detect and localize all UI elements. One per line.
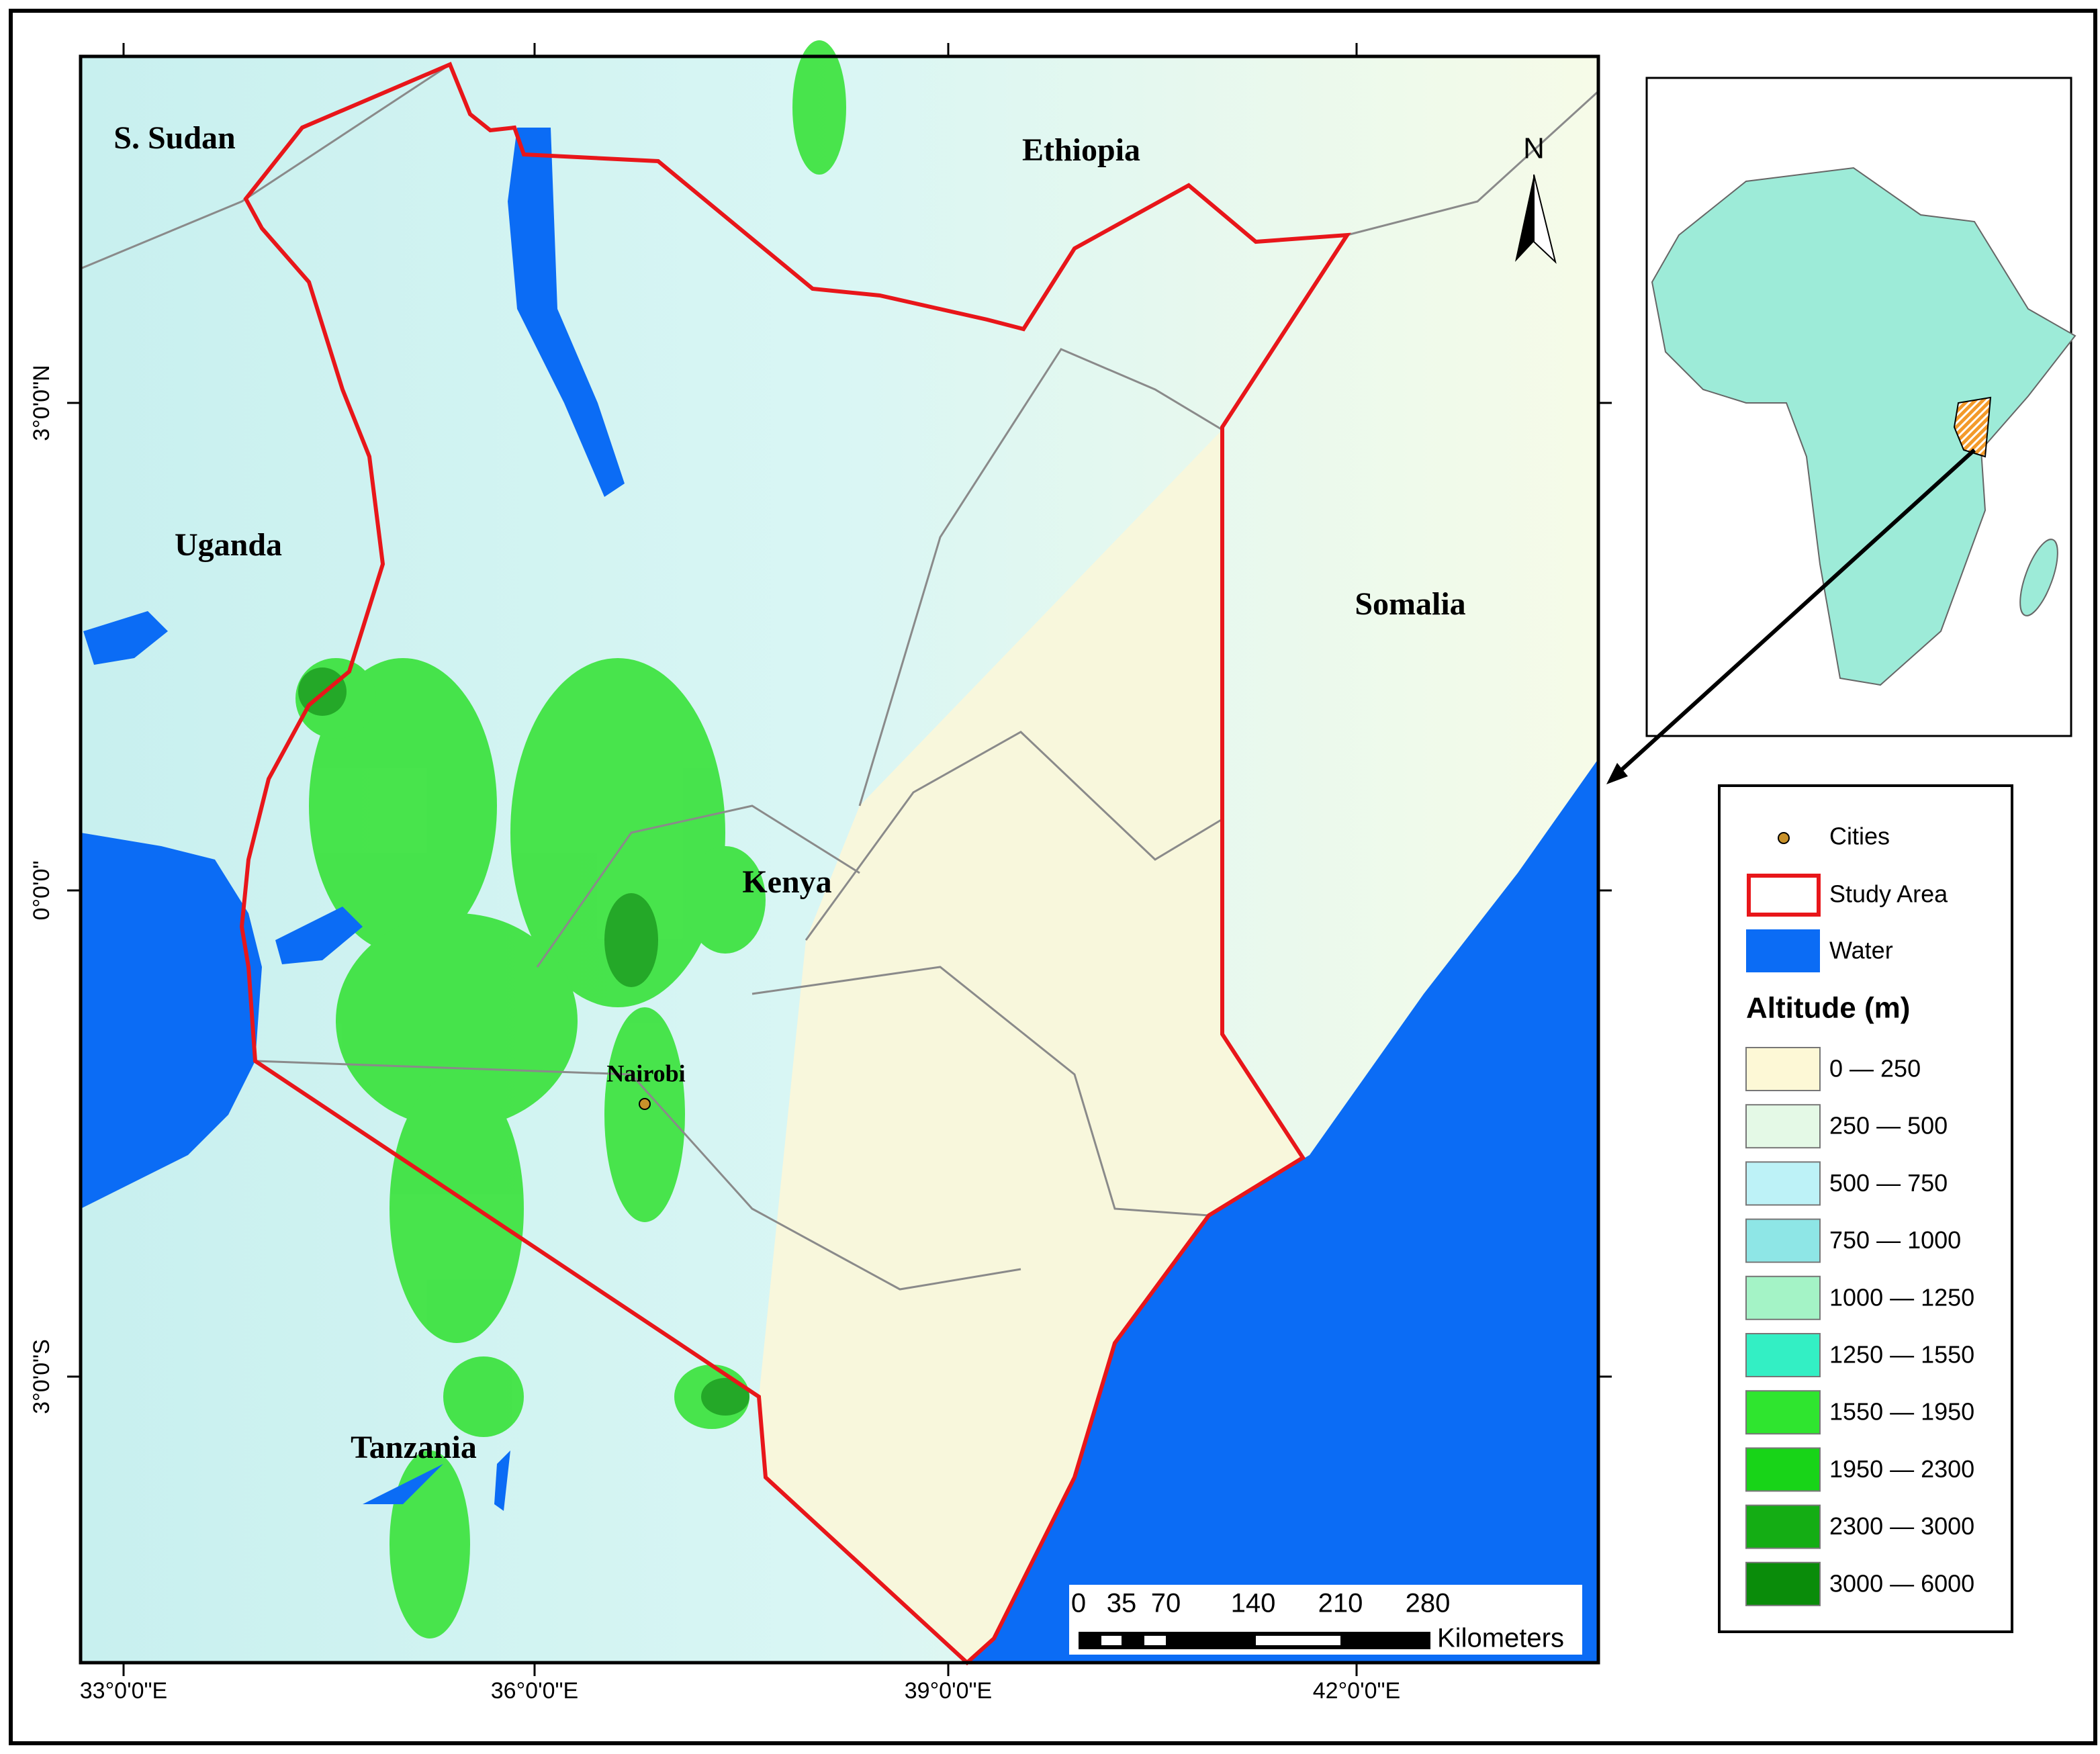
inset-arrow-head (1606, 763, 1628, 784)
legend-label: 2300 — 3000 (1829, 1512, 1974, 1540)
lowland (759, 430, 1303, 1663)
city-label: Nairobi (606, 1060, 685, 1087)
legend-label: 1250 — 1550 (1829, 1341, 1974, 1369)
legend-water-symbol (1746, 929, 1820, 972)
scale-label: 210 (1318, 1589, 1363, 1618)
study-area-boundary (239, 62, 1351, 1666)
legend-label: 750 — 1000 (1829, 1226, 1961, 1254)
latitude-label: 0°0'0" (29, 861, 54, 921)
legend-swatch (1745, 1104, 1821, 1149)
legend-title: Altitude (m) (1746, 992, 1910, 1025)
legend-label: 500 — 750 (1829, 1169, 1948, 1197)
inset-arrow (1612, 448, 1976, 778)
legend-swatch (1745, 1561, 1821, 1606)
scale-label: 70 (1151, 1589, 1181, 1618)
water (81, 128, 1598, 1663)
africa-outline (1651, 167, 2076, 686)
map-layout: N S. Sudan Ethiopia Uganda Somalia Kenya… (9, 9, 2097, 1745)
legend-swatch (1745, 1447, 1821, 1492)
place-label: Kenya (742, 864, 831, 900)
north-label: N (1523, 132, 1545, 165)
highlands (295, 40, 846, 1638)
latitude-label: 3°0'0"N (29, 365, 54, 441)
legend-study-symbol (1747, 874, 1821, 917)
legend-swatch (1745, 1333, 1821, 1377)
outer-frame (9, 9, 2097, 1745)
scale-bar-segments (1101, 1636, 1340, 1645)
longitude-label: 36°0'0"E (491, 1678, 578, 1704)
legend-swatch (1745, 1161, 1821, 1206)
place-label: S. Sudan (113, 120, 235, 156)
legend-label: Study Area (1829, 880, 1948, 908)
north-arrow (1515, 175, 1534, 262)
scale-unit: Kilometers (1437, 1624, 1564, 1653)
legend-label: Cities (1829, 823, 1890, 850)
legend-swatch (1745, 1390, 1821, 1435)
legend-label: 1950 — 2300 (1829, 1455, 1974, 1483)
latitude-label: 3°0'0"S (29, 1339, 54, 1414)
admin-boundaries (80, 63, 1600, 1291)
legend-label: Water (1829, 937, 1893, 964)
madagascar (2019, 539, 2058, 616)
place-label: Ethiopia (1022, 132, 1140, 168)
legend-swatch (1745, 1218, 1821, 1263)
north-arrow (1533, 174, 1557, 265)
scale-label: 140 (1231, 1589, 1276, 1618)
legend-label: 3000 — 6000 (1829, 1569, 1974, 1597)
city-marker (639, 1098, 651, 1110)
legend-city-symbol (1778, 832, 1790, 844)
longitude-label: 42°0'0"E (1313, 1678, 1400, 1704)
longitude-label: 33°0'0"E (80, 1678, 167, 1704)
legend-label: 1550 — 1950 (1829, 1398, 1974, 1426)
map-frame (79, 54, 1600, 1665)
scale-label: 280 (1406, 1589, 1451, 1618)
legend-swatch (1745, 1504, 1821, 1549)
legend-label: 0 — 250 (1829, 1055, 1921, 1082)
legend-label: 250 — 500 (1829, 1112, 1948, 1140)
legend-swatch (1745, 1275, 1821, 1320)
legend-label: 1000 — 1250 (1829, 1283, 1974, 1311)
scale-label: 0 (1071, 1589, 1086, 1618)
longitude-label: 39°0'0"E (905, 1678, 992, 1704)
place-label: Somalia (1355, 586, 1465, 622)
scale-bar (1079, 1632, 1430, 1649)
scale-label: 35 (1107, 1589, 1137, 1618)
place-label: Uganda (175, 527, 282, 563)
place-label: Tanzania (351, 1430, 477, 1465)
legend-swatch (1745, 1047, 1821, 1091)
inset-kenya (1953, 396, 1992, 458)
